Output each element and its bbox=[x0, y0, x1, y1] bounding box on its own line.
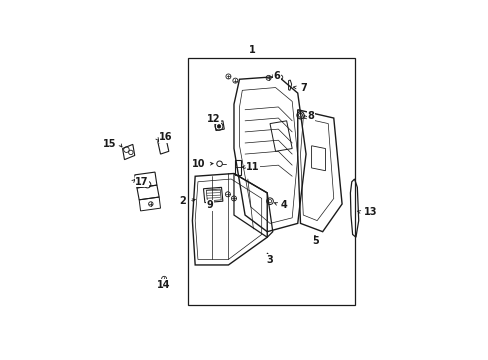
Text: 2: 2 bbox=[179, 196, 186, 206]
Text: 15: 15 bbox=[103, 139, 116, 149]
Text: 17: 17 bbox=[135, 177, 148, 187]
Text: 8: 8 bbox=[307, 111, 314, 121]
Text: 11: 11 bbox=[245, 162, 259, 172]
Text: 10: 10 bbox=[192, 159, 205, 169]
Text: 12: 12 bbox=[207, 114, 220, 123]
Text: 1: 1 bbox=[248, 45, 255, 55]
Text: 9: 9 bbox=[206, 201, 213, 210]
Bar bbox=[188, 58, 354, 305]
Text: 7: 7 bbox=[299, 82, 306, 93]
Text: 16: 16 bbox=[159, 132, 172, 143]
Text: 6: 6 bbox=[273, 71, 280, 81]
Text: 3: 3 bbox=[266, 255, 273, 265]
Text: 14: 14 bbox=[157, 280, 170, 290]
Text: 5: 5 bbox=[312, 237, 319, 246]
Text: 13: 13 bbox=[364, 207, 377, 217]
Text: 4: 4 bbox=[281, 199, 287, 210]
Circle shape bbox=[217, 125, 220, 128]
